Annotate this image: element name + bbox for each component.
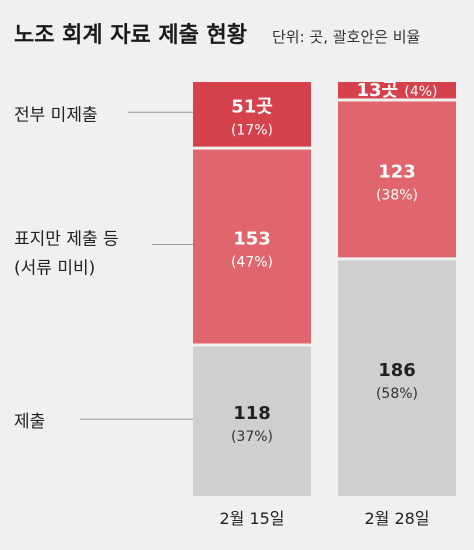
value-label-number: 13곳: [356, 80, 404, 101]
x-tick-label: 2월 28일: [364, 509, 429, 528]
chart-title: 노조 회계 자료 제출 현황: [14, 23, 247, 48]
unit-note: 단위: 곳, 괄호안은 비율: [272, 28, 420, 46]
percent-label: (38%): [376, 187, 418, 203]
legend-label: 전부 미제출: [14, 105, 98, 125]
x-axis: 2월 15일 2월 28일: [219, 509, 429, 528]
value-label: 118: [233, 403, 271, 424]
percent-label: (4%): [404, 84, 437, 100]
legend-label: 표지만 제출 등: [14, 230, 119, 250]
bar-segment: [338, 260, 456, 496]
x-tick-label: 2월 15일: [219, 509, 284, 528]
bars-layer: 51곳 (17%) 153 (47%) 118 (37%) 13곳 (4%) 123 (38%)…: [193, 80, 456, 496]
bar-segment: [193, 149, 311, 344]
bar-segment: [193, 82, 311, 147]
value-label: 123: [378, 161, 416, 182]
value-label: 13곳 (4%): [356, 80, 437, 101]
percent-label: (47%): [231, 255, 273, 271]
bar-segment: [338, 82, 456, 99]
value-label: 51곳: [231, 96, 273, 117]
legend-label-sub: (서류 미비): [14, 259, 95, 279]
value-label: 186: [378, 360, 416, 381]
percent-label: (58%): [376, 386, 418, 402]
bar-segment: [338, 101, 456, 258]
bar-segment: [193, 346, 311, 496]
percent-label: (17%): [231, 122, 273, 138]
percent-label: (37%): [231, 429, 273, 445]
legend-label: 제출: [14, 412, 45, 432]
value-label: 153: [233, 229, 271, 250]
